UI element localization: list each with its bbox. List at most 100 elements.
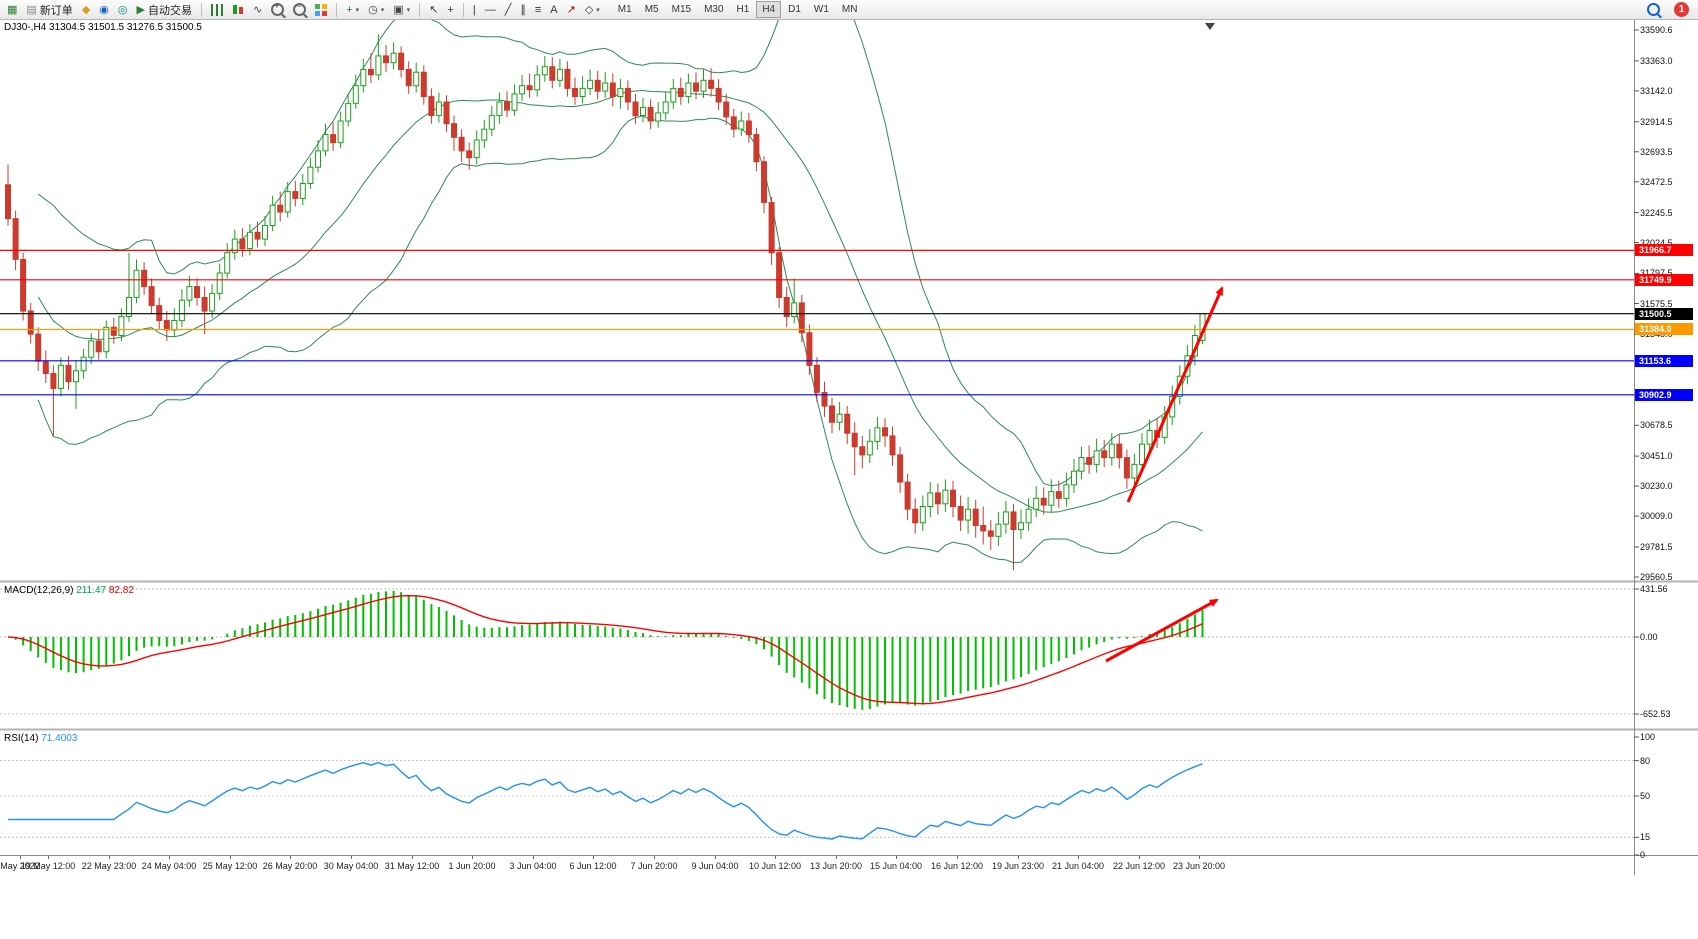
rsi-tick-label: 100 — [1640, 732, 1656, 742]
bars-mode-icon[interactable] — [207, 3, 227, 17]
arrow-object-icon[interactable]: ↗ — [563, 2, 580, 18]
time-axis-label: 22 May 23:00 — [81, 861, 137, 871]
price-tick-label: 32472.5 — [1640, 177, 1673, 187]
timeframe-h4[interactable]: H4 — [756, 1, 782, 18]
time-tick — [593, 856, 594, 859]
price-tick-label: 33142.0 — [1640, 86, 1673, 96]
autotrading-button-glyph: ▶ — [136, 3, 145, 16]
time-axis-label: 19 May 12:00 — [20, 861, 76, 871]
caret-icon: ▾ — [355, 6, 360, 14]
candles-mode-icon[interactable] — [228, 3, 248, 17]
web-request-icon-glyph: ◎ — [117, 3, 128, 16]
time-axis-label: 26 May 20:00 — [262, 861, 318, 871]
time-axis-label: 30 May 04:00 — [323, 861, 379, 871]
macd-signal-line — [7, 594, 1203, 705]
timeframe-d1[interactable]: D1 — [788, 4, 801, 15]
time-axis-label: 21 Jun 04:00 — [1051, 861, 1105, 871]
horizontal-line-icon[interactable]: — — [481, 2, 500, 18]
cursor-icon[interactable]: ↖ — [425, 2, 442, 18]
horizontal-lines[interactable] — [0, 249, 1634, 396]
macd-name: MACD(12,26,9) — [4, 585, 74, 596]
time-tick — [1018, 856, 1019, 859]
indicators-button-glyph: + — [346, 3, 353, 16]
time-axis[interactable]: May 2022 19 May 12:00 22 May 23:00 24 May 0… — [0, 856, 1634, 874]
time-axis-label: 3 Jun 04:00 — [509, 861, 557, 871]
line-mode-icon[interactable]: ∿ — [249, 2, 266, 18]
tile-windows-icon[interactable] — [311, 3, 331, 17]
timeframe-m1[interactable]: M1 — [617, 4, 632, 15]
time-tick — [1199, 856, 1200, 859]
time-tick — [1139, 856, 1140, 859]
zoom-out-icon[interactable] — [289, 1, 310, 17]
zoom-in-icon[interactable] — [267, 1, 288, 17]
trend-arrow[interactable] — [1105, 598, 1219, 663]
time-axis-label: 7 Jun 20:00 — [630, 861, 678, 871]
charts-icon[interactable]: ▦ — [3, 2, 21, 18]
timeframe-h1[interactable]: H1 — [736, 4, 750, 15]
pane-separators[interactable] — [0, 20, 1698, 875]
tile-windows-icon-glyph — [315, 3, 328, 16]
rsi-tick-label: 0 — [1640, 850, 1646, 860]
chart-canvas[interactable] — [0, 0, 1698, 880]
periods-button[interactable]: ◷ ▾ — [364, 2, 388, 18]
vertical-line-icon[interactable]: | — [469, 2, 480, 18]
timeframe-w1[interactable]: W1 — [813, 4, 829, 15]
macd-label: MACD(12,26,9) 211.47 82.82 — [4, 585, 134, 596]
time-axis-label: 16 Jun 12:00 — [930, 861, 984, 871]
templates-button-glyph: ▣ — [393, 3, 404, 16]
timeframe-m30[interactable]: M30 — [704, 4, 724, 15]
notification-badge[interactable]: 1 — [1674, 2, 1689, 17]
time-tick — [290, 856, 291, 859]
price-line-label: 31153.6 — [1635, 355, 1693, 367]
fibonacci-icon[interactable]: ≡ — [531, 2, 545, 18]
price-tick-label: 31575.5 — [1640, 299, 1673, 309]
timeframe-m5[interactable]: M5 — [644, 4, 659, 15]
macd-signal-value: 82.82 — [108, 585, 134, 596]
fibonacci-icon-glyph: ≡ — [534, 3, 542, 16]
community-icon-glyph: ◉ — [99, 3, 109, 16]
time-axis-label: 22 Jun 12:00 — [1112, 861, 1166, 871]
rsi-tick-label: 15 — [1640, 832, 1651, 842]
trend-arrow[interactable] — [1126, 286, 1224, 503]
time-tick — [48, 856, 49, 859]
price-scale[interactable]: 33590.6 33363.0 33142.0 32914.5 32693.5 32472… — [1634, 0, 1698, 880]
chart-shift-marker[interactable] — [1205, 23, 1215, 30]
shapes-icon[interactable]: ◇ ▾ — [581, 2, 604, 18]
price-line-label: 31500.5 — [1635, 308, 1693, 320]
new-order-button[interactable]: ▤ 新订单 — [22, 1, 76, 19]
time-axis-label: 31 May 12:00 — [384, 861, 440, 871]
periods-button-glyph: ◷ — [368, 3, 378, 16]
macd-main-value: 211.47 — [76, 585, 107, 596]
timeframe-m15[interactable]: M15 — [671, 4, 692, 15]
rsi-value: 71.4003 — [41, 733, 78, 744]
price-line-label: 31384.0 — [1635, 323, 1693, 335]
timeframe-mn[interactable]: MN — [841, 4, 858, 15]
caret-icon: ▾ — [380, 6, 385, 14]
channel-icon-glyph: ∥ — [520, 3, 526, 16]
toolbar-separator — [200, 2, 202, 17]
trendline-icon[interactable]: ╱ — [501, 2, 516, 18]
time-tick — [1078, 856, 1079, 859]
time-tick — [654, 856, 655, 859]
crosshair-icon[interactable]: + — [443, 2, 457, 18]
channel-icon[interactable]: ∥ — [516, 2, 530, 18]
indicators-button[interactable]: + ▾ — [342, 2, 363, 18]
rsi-levels — [0, 760, 1634, 838]
price-line-label: 31966.7 — [1635, 244, 1693, 256]
crosshair-icon-glyph: + — [447, 3, 454, 16]
rsi-tick-label: 80 — [1640, 756, 1651, 766]
time-axis-label: 9 Jun 04:00 — [691, 861, 739, 871]
community-icon[interactable]: ◉ — [95, 2, 113, 18]
templates-button[interactable]: ▣ ▾ — [389, 2, 414, 18]
zoom-out-icon-glyph — [293, 1, 307, 16]
market-icon[interactable]: ◆ — [78, 2, 94, 18]
price-tick-label: 29560.5 — [1640, 572, 1673, 582]
search-icon[interactable] — [1643, 2, 1664, 17]
autotrading-button[interactable]: ▶ 自动交易 — [133, 1, 196, 19]
candles — [5, 34, 1206, 571]
time-axis-label: 24 May 04:00 — [141, 861, 197, 871]
bars-mode-icon-glyph — [210, 3, 223, 16]
text-icon[interactable]: A — [546, 2, 561, 18]
web-request-icon[interactable]: ◎ — [114, 2, 132, 18]
